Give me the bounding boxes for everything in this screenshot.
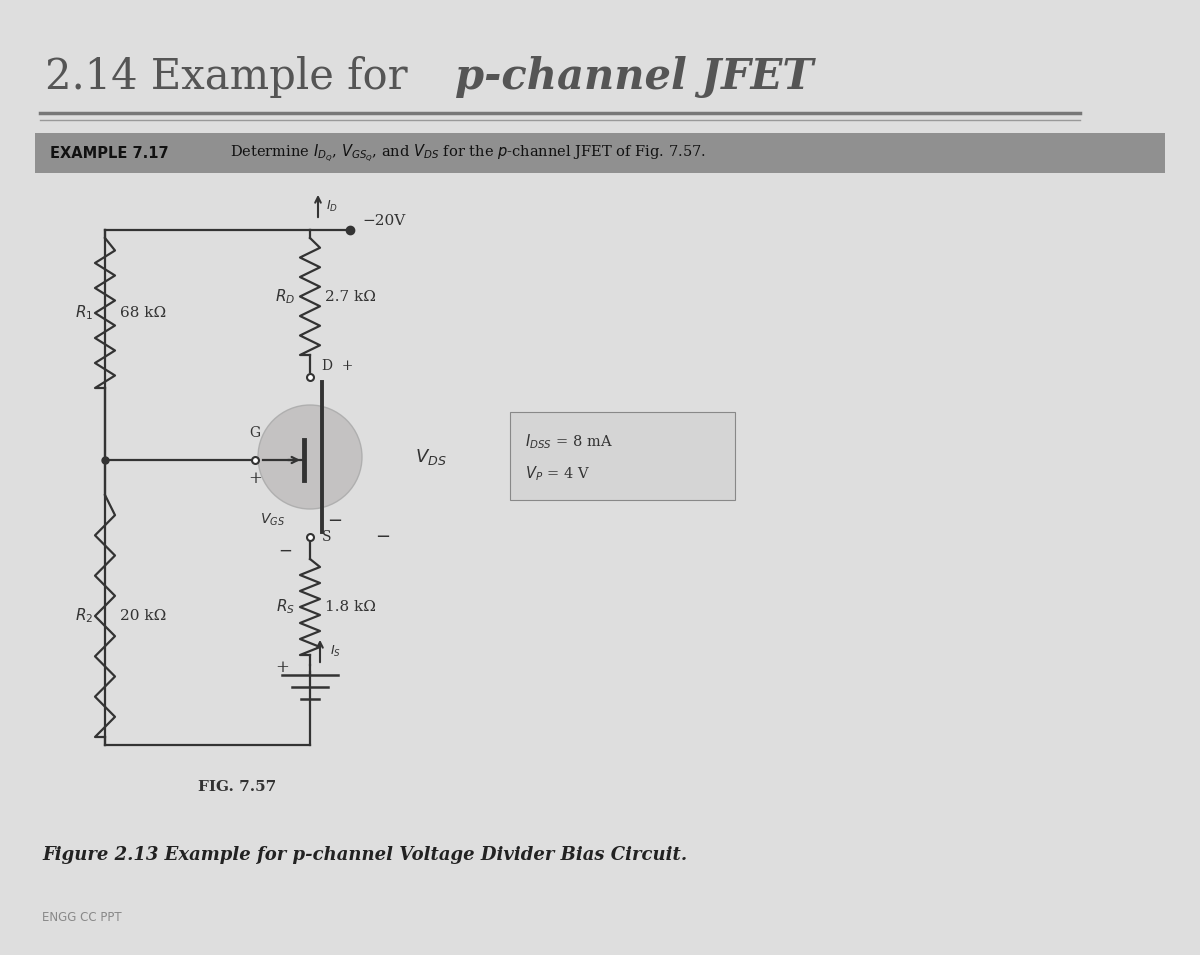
- Text: D  +: D +: [322, 359, 353, 373]
- Circle shape: [258, 405, 362, 509]
- Text: $R_1$: $R_1$: [74, 304, 94, 323]
- Text: $R_D$: $R_D$: [275, 287, 295, 306]
- Text: ENGG CC PPT: ENGG CC PPT: [42, 910, 121, 923]
- Text: 20 kΩ: 20 kΩ: [120, 609, 167, 623]
- Text: p-channel JFET: p-channel JFET: [455, 56, 814, 98]
- Text: $V_{DS}$: $V_{DS}$: [415, 447, 446, 467]
- Text: +: +: [248, 470, 262, 487]
- FancyBboxPatch shape: [35, 133, 1165, 173]
- Text: +: +: [275, 659, 289, 675]
- Text: $I_S$: $I_S$: [330, 644, 341, 659]
- Text: $R_S$: $R_S$: [276, 598, 295, 616]
- Text: S: S: [322, 530, 331, 544]
- Text: 2.14 Example for: 2.14 Example for: [46, 56, 421, 98]
- Text: EXAMPLE 7.17: EXAMPLE 7.17: [50, 145, 169, 160]
- Text: Determine $I_{D_Q}$, $V_{GS_Q}$, and $V_{DS}$ for the $p$-channel JFET of Fig. 7: Determine $I_{D_Q}$, $V_{GS_Q}$, and $V_…: [230, 142, 706, 164]
- Text: 2.7 kΩ: 2.7 kΩ: [325, 289, 376, 304]
- Text: $R_2$: $R_2$: [74, 606, 94, 626]
- Text: 68 kΩ: 68 kΩ: [120, 306, 166, 320]
- Text: $I_{DSS}$ = 8 mA: $I_{DSS}$ = 8 mA: [526, 433, 613, 452]
- Text: 1.8 kΩ: 1.8 kΩ: [325, 600, 376, 614]
- Text: $V_{GS}$: $V_{GS}$: [260, 512, 284, 528]
- Text: $V_P$ = 4 V: $V_P$ = 4 V: [526, 464, 590, 482]
- Text: G: G: [250, 426, 260, 440]
- Text: FIG. 7.57: FIG. 7.57: [198, 780, 277, 794]
- Text: −: −: [278, 542, 292, 560]
- Text: $I_D$: $I_D$: [326, 199, 338, 214]
- Text: −20V: −20V: [362, 214, 406, 228]
- Text: −: −: [374, 528, 390, 546]
- Text: −: −: [326, 512, 342, 530]
- FancyBboxPatch shape: [510, 412, 734, 500]
- Text: Figure 2.13 Example for p-channel Voltage Divider Bias Circuit.: Figure 2.13 Example for p-channel Voltag…: [42, 846, 688, 864]
